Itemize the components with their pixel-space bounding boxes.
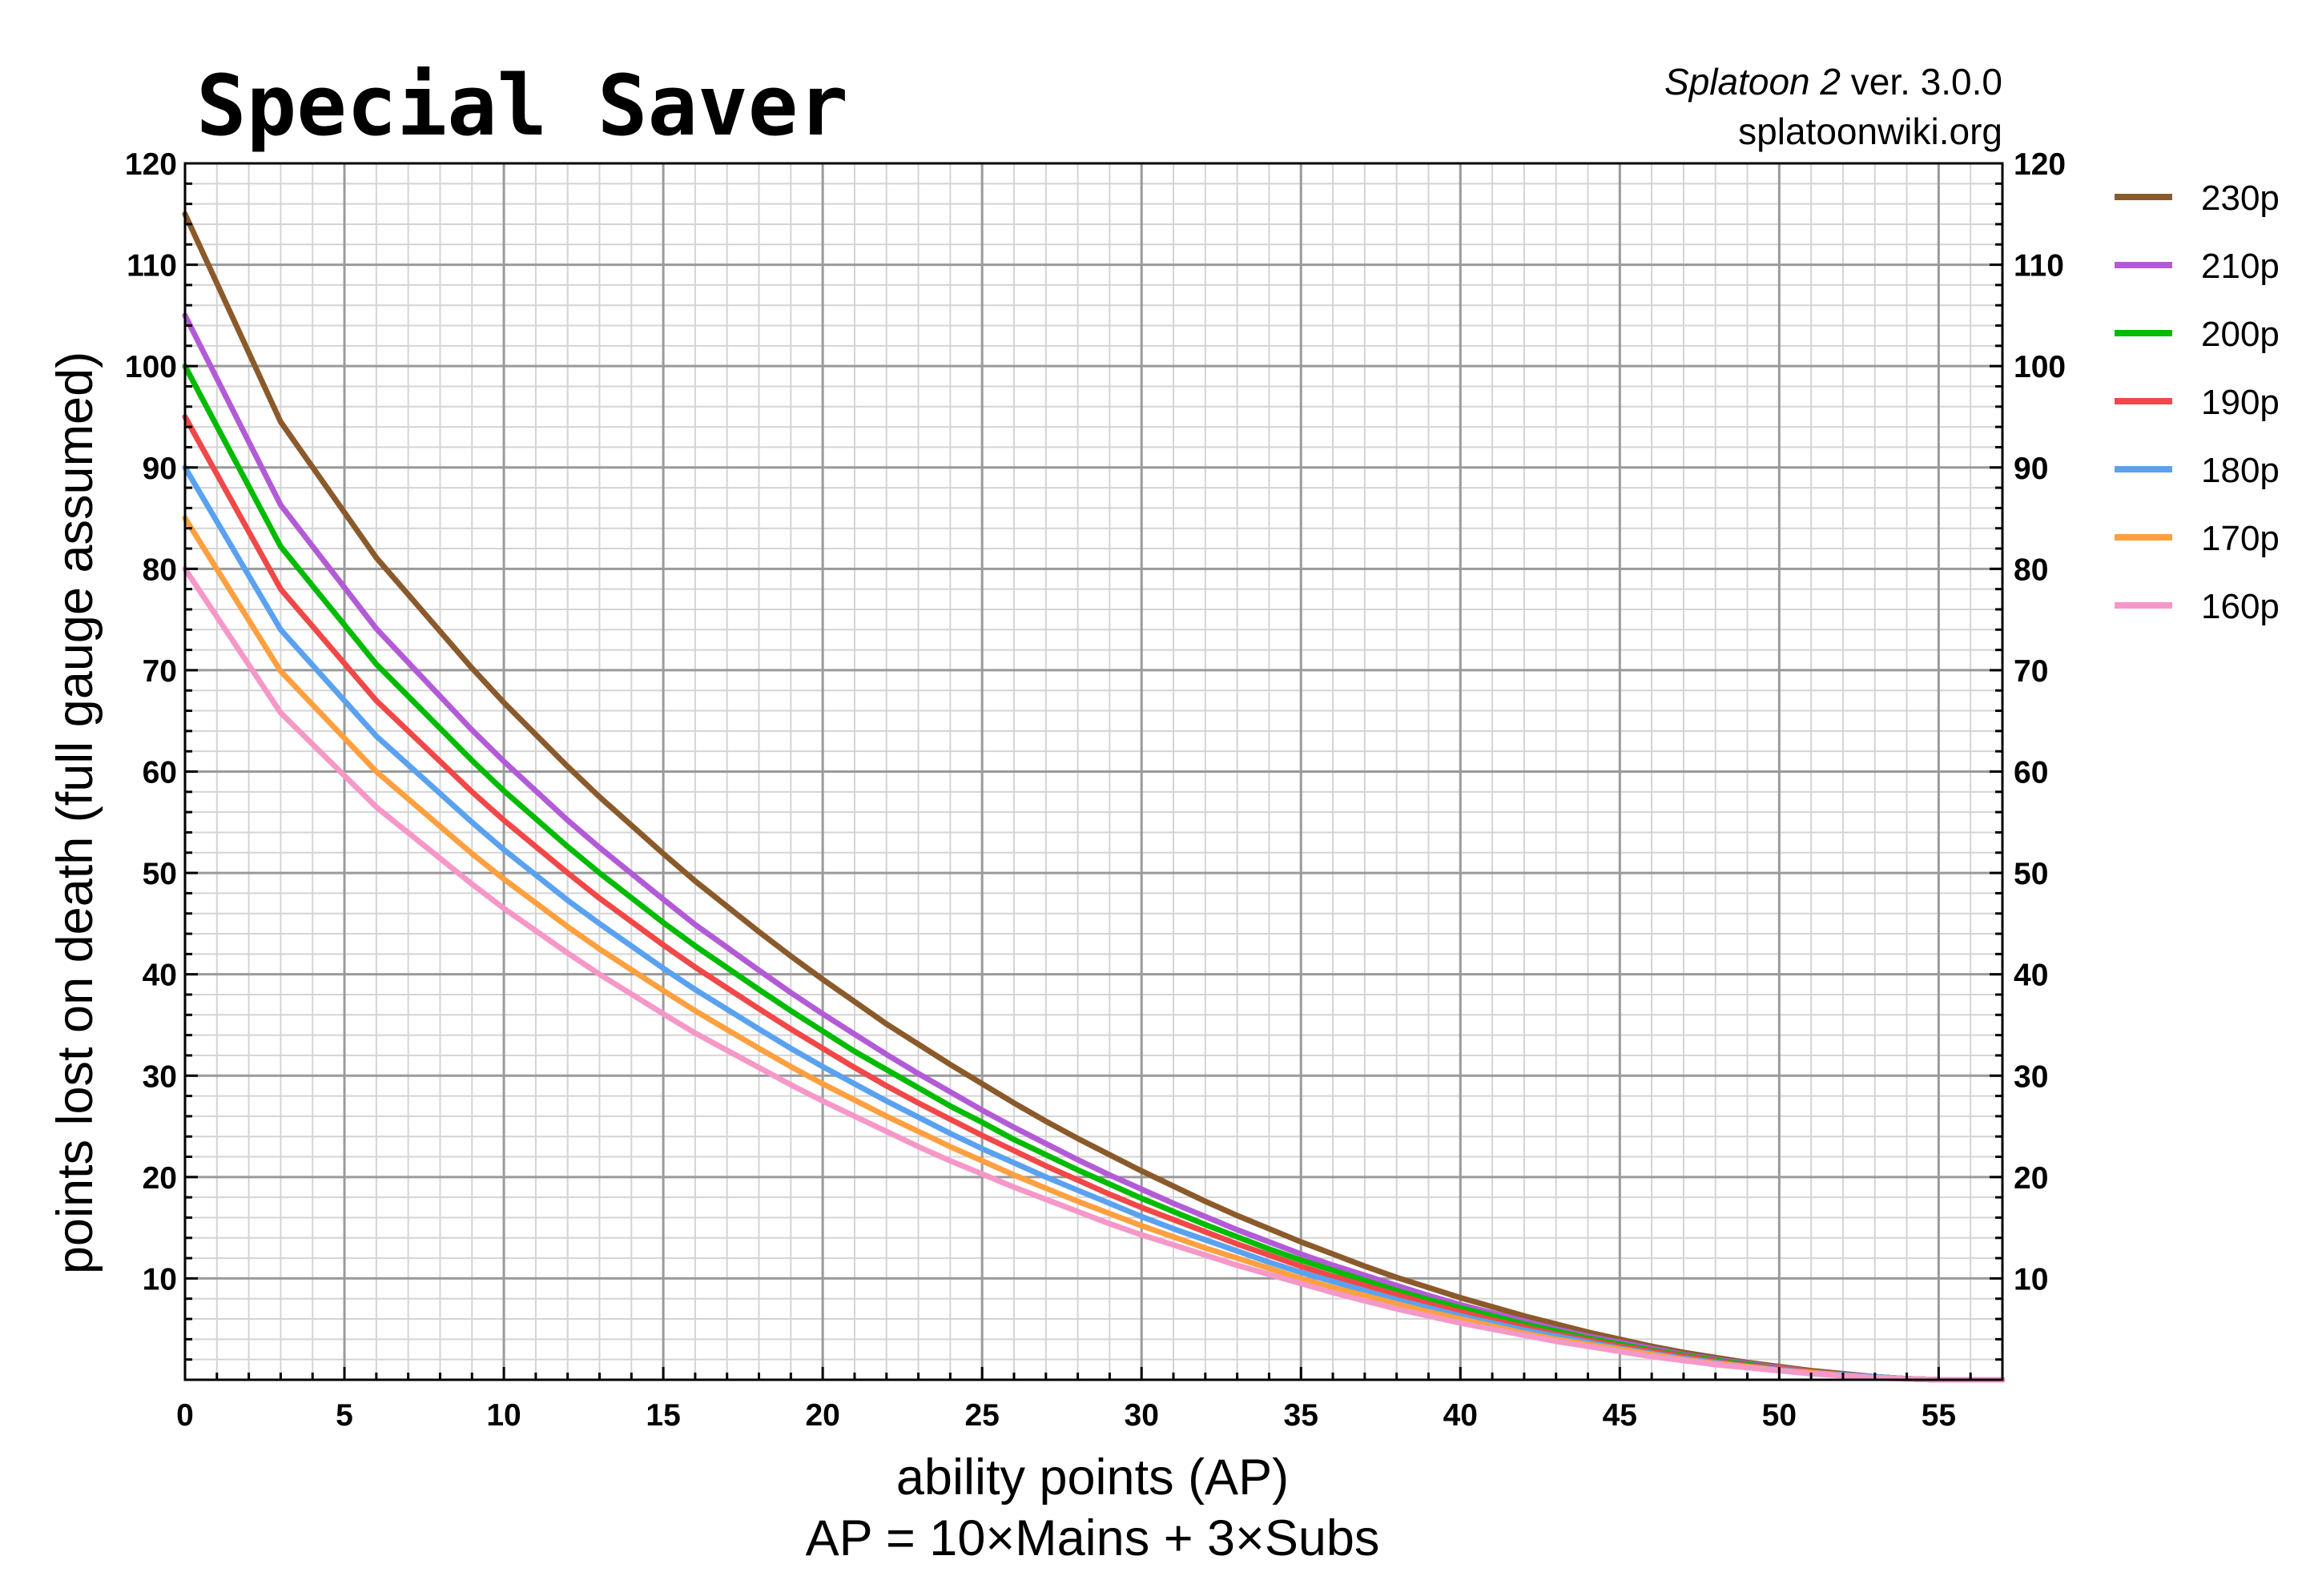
y-tick-label-left: 40	[143, 959, 177, 993]
x-tick-label: 40	[1443, 1398, 1478, 1433]
x-tick-label: 25	[964, 1398, 999, 1433]
y-tick-label-left: 10	[143, 1262, 177, 1296]
y-tick-label-right: 30	[2014, 1059, 2048, 1094]
legend-label-180p: 180p	[2201, 451, 2280, 490]
legend-label-230p: 230p	[2201, 179, 2280, 218]
y-tick-label-left: 20	[143, 1161, 177, 1196]
legend-label-200p: 200p	[2201, 315, 2280, 354]
y-tick-label-right: 70	[2014, 654, 2048, 689]
tick-marks	[183, 162, 2004, 1381]
y-tick-label-left: 110	[127, 249, 177, 283]
y-tick-label-right: 100	[2014, 350, 2066, 384]
credit-line: Splatoon 2 ver. 3.0.0	[1664, 61, 2002, 103]
x-tick-label: 45	[1603, 1398, 1637, 1433]
legend-label-160p: 160p	[2201, 587, 2280, 626]
x-tick-label: 5	[336, 1398, 353, 1433]
credit-game: Splatoon 2	[1664, 61, 1841, 103]
series-line-160p	[182, 565, 2006, 1383]
legend-label-210p: 210p	[2201, 247, 2280, 286]
y-tick-label-left: 100	[125, 350, 177, 384]
y-tick-label-right: 50	[2014, 857, 2048, 891]
y-tick-label-right: 90	[2014, 452, 2048, 486]
series-lines	[182, 211, 2006, 1383]
y-tick-label-left: 120	[125, 147, 177, 182]
y-tick-label-right: 120	[2014, 147, 2066, 182]
y-tick-label-left: 80	[143, 553, 177, 587]
x-tick-label: 30	[1125, 1398, 1159, 1433]
y-tick-label-left: 30	[143, 1059, 177, 1094]
y-tick-label-right: 110	[2014, 249, 2064, 283]
credit-site: splatoonwiki.org	[1738, 111, 2002, 152]
x-tick-label: 55	[1922, 1398, 1956, 1433]
y-tick-label-right: 60	[2014, 756, 2048, 790]
x-tick-label: 50	[1762, 1398, 1797, 1433]
y-tick-label-left: 70	[143, 654, 177, 689]
tick-labels: 0 5 10 15 20 25 30 35 40 45 50 55 10 10 20 20 30 30 40 40 50…	[125, 147, 2066, 1433]
x-tick-label: 0	[176, 1398, 194, 1433]
credit-version: ver. 3.0.0	[1841, 61, 2002, 103]
y-tick-label-left: 60	[143, 756, 177, 790]
legend-label-170p: 170p	[2201, 519, 2280, 558]
x-axis-note: AP = 10×Mains + 3×Subs	[806, 1510, 1380, 1566]
legend: 230p 210p 200p 190p 180p 170p 160p	[2115, 179, 2280, 626]
legend-label-190p: 190p	[2201, 383, 2280, 422]
x-tick-label: 15	[646, 1398, 680, 1433]
x-tick-label: 20	[805, 1398, 839, 1433]
y-tick-label-right: 80	[2014, 553, 2048, 587]
y-axis-label: points lost on death (full gauge assumed…	[47, 352, 103, 1274]
x-tick-label: 10	[486, 1398, 521, 1433]
x-axis-label: ability points (AP)	[896, 1449, 1289, 1506]
y-tick-label-right: 20	[2014, 1161, 2048, 1196]
x-tick-label: 35	[1284, 1398, 1318, 1433]
y-tick-label-left: 50	[143, 857, 177, 891]
chart-title: Special Saver	[196, 57, 848, 155]
y-tick-label-right: 10	[2014, 1262, 2048, 1296]
y-tick-label-right: 40	[2014, 959, 2048, 993]
y-tick-label-left: 90	[143, 452, 177, 486]
